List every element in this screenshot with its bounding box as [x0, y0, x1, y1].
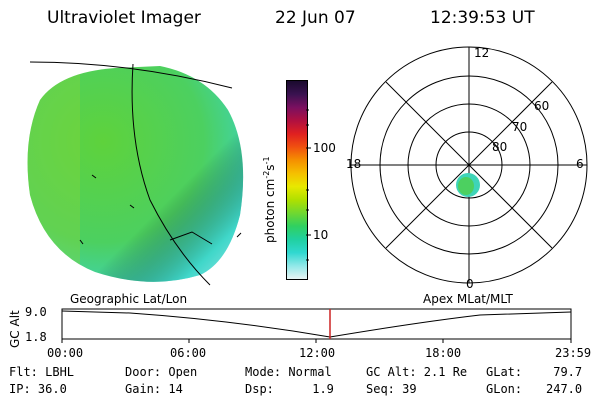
lat-label-70: 70	[512, 120, 527, 134]
mlt-label-6: 6	[576, 157, 584, 171]
seq-label: Seq: 39	[366, 382, 417, 396]
y-tick-high: 9.0	[25, 305, 47, 319]
glon-label: GLon: 247.0	[486, 382, 583, 396]
lat-line	[169, 231, 213, 245]
lat-label-80: 80	[492, 140, 507, 154]
y-tick-low: 1.8	[25, 330, 47, 344]
x-tick-1200: 12:00	[299, 346, 336, 360]
instrument-title: Ultraviolet Imager	[47, 8, 201, 28]
x-tick-2359: 23:59	[555, 346, 592, 360]
x-tick-1800: 18:00	[425, 346, 462, 360]
auroral-spot	[456, 173, 480, 197]
door-label: Door: Open	[125, 365, 198, 379]
gc-alt-label: GC Alt: 2.1 Re	[366, 365, 468, 379]
x-tick-0600: 06:00	[170, 346, 207, 360]
time-label: 12:39:53 UT	[430, 8, 535, 28]
lat-label-60: 60	[534, 99, 549, 113]
mlt-label-12: 12	[474, 46, 489, 60]
glat-label: GLat: 79.7	[486, 365, 583, 379]
mode-label: Mode: Normal	[245, 365, 332, 379]
color-scale-bar	[286, 80, 308, 280]
x-tick-0000: 00:00	[47, 346, 84, 360]
horizon-line	[29, 61, 233, 89]
ip-label: IP: 36.0	[9, 382, 67, 396]
meridian-line	[131, 63, 211, 286]
dsp-label: Dsp: 1.9	[245, 382, 334, 396]
mlt-label-18: 18	[346, 157, 361, 171]
mlt-label-0: 0	[466, 277, 474, 291]
apex-mlat-label: Apex MLat/MLT	[423, 292, 513, 306]
date-label: 22 Jun 07	[275, 8, 356, 28]
filter-label: Flt: LBHL	[9, 365, 75, 379]
gain-label: Gain: 14	[125, 382, 183, 396]
geo-latlon-label: Geographic Lat/Lon	[70, 292, 188, 306]
